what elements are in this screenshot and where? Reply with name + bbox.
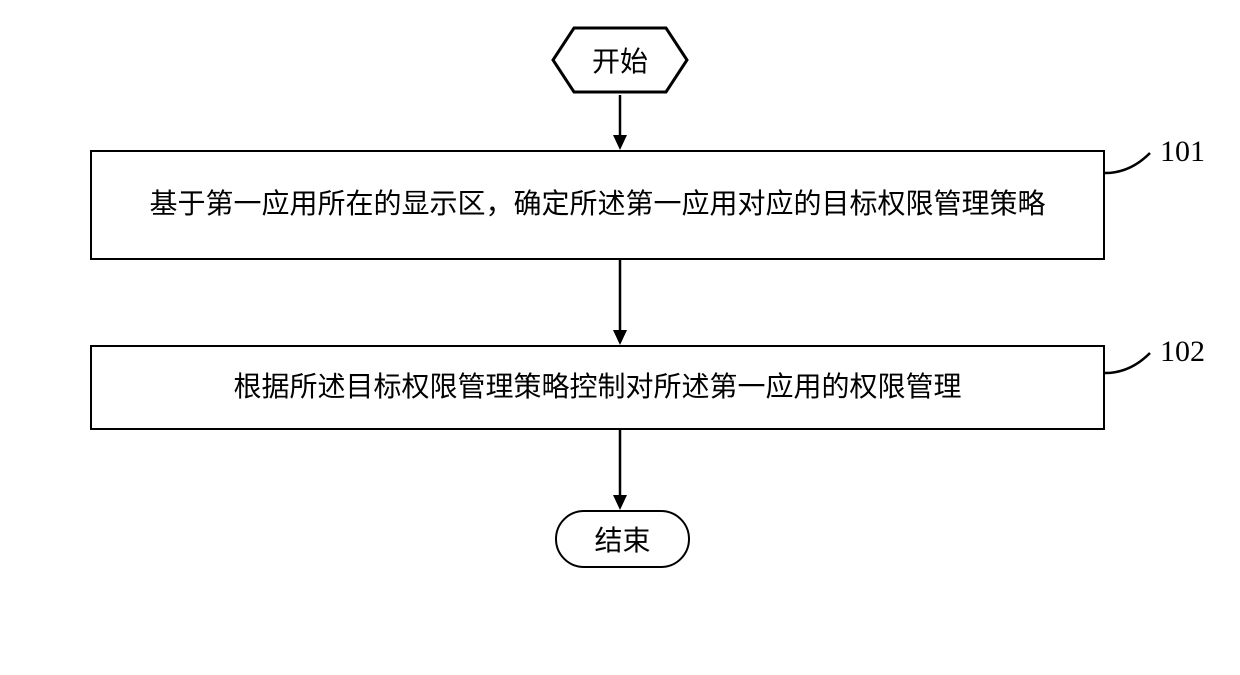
flowchart-container: 开始 基于第一应用所在的显示区，确定所述第一应用对应的目标权限管理策略 101 … (0, 0, 1240, 675)
end-node: 结束 (555, 510, 690, 568)
arrow-step2-end (612, 430, 628, 511)
end-label: 结束 (594, 519, 650, 559)
arrow-start-step1 (612, 95, 628, 151)
arrow-step1-step2 (612, 260, 628, 346)
step2-text: 根据所述目标权限管理策略控制对所述第一应用的权限管理 (233, 364, 961, 412)
step2-node: 根据所述目标权限管理策略控制对所述第一应用的权限管理 (90, 345, 1105, 430)
ref-hook-101 (1105, 145, 1160, 190)
ref-hook-102 (1105, 345, 1160, 390)
ref-label-102: 102 (1160, 335, 1205, 369)
ref-label-101: 101 (1160, 135, 1205, 169)
start-node: 开始 (550, 25, 690, 95)
step1-text: 基于第一应用所在的显示区，确定所述第一应用对应的目标权限管理策略 (149, 181, 1045, 229)
step1-node: 基于第一应用所在的显示区，确定所述第一应用对应的目标权限管理策略 (90, 150, 1105, 260)
start-label: 开始 (592, 40, 648, 80)
